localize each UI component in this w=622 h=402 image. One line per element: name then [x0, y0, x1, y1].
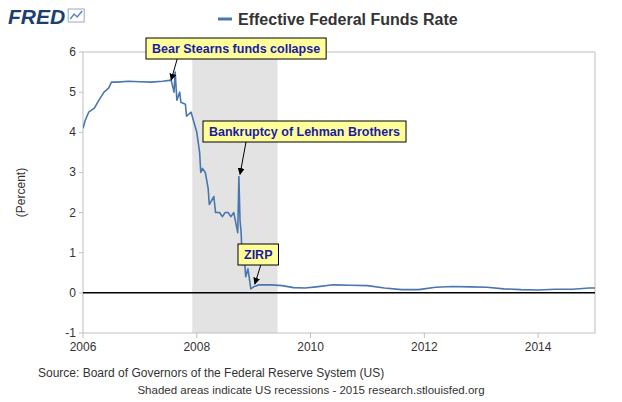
x-tick-label: 2010 — [297, 340, 324, 354]
y-tick — [79, 92, 83, 93]
y-tick-label: 5 — [69, 85, 76, 99]
y-tick-label: 4 — [69, 125, 76, 139]
y-tick — [79, 333, 83, 334]
plot-background — [83, 52, 595, 333]
recession-shade — [192, 52, 277, 333]
x-tick-label: 2014 — [525, 340, 552, 354]
y-axis-label: (Percent) — [14, 168, 28, 217]
series-line — [83, 72, 595, 290]
annotation-text: Bankruptcy of Lehman Brothers — [209, 125, 400, 139]
x-tick — [538, 333, 539, 338]
logo-icon-frame — [68, 9, 84, 22]
logo-icon-line — [70, 11, 82, 19]
x-tick — [83, 333, 84, 338]
title: Effective Federal Funds Rate — [238, 11, 458, 28]
y-tick — [79, 292, 83, 293]
chart: FRED Effective Federal Funds Rate -1 0 1 2 3 4 5… — [0, 0, 622, 402]
plot-frame — [83, 52, 595, 333]
logo-icon — [68, 9, 84, 22]
x-tick — [310, 333, 311, 338]
annotation-text: ZIRP — [244, 248, 272, 262]
annotation-arrow — [240, 142, 246, 174]
logo: FRED — [8, 5, 65, 28]
x-tick-label: 2012 — [411, 340, 438, 354]
reference-line — [83, 292, 595, 294]
y-tick — [79, 132, 83, 133]
y-tick-label: 3 — [69, 165, 76, 179]
annotation-box — [238, 244, 278, 265]
annotation-arrow — [171, 59, 177, 80]
y-tick — [79, 212, 83, 213]
y-tick — [79, 252, 83, 253]
annotation: Bear Stearns funds collapse — [146, 38, 326, 80]
legend-swatch — [218, 18, 232, 21]
x-tick-label: 2008 — [183, 340, 210, 354]
annotation-text: Bear Stearns funds collapse — [152, 42, 320, 56]
plot-data — [83, 72, 595, 293]
annotation-arrow — [255, 265, 261, 284]
y-tick-label: 0 — [69, 286, 76, 300]
y-tick-label: 2 — [69, 206, 76, 220]
annotation: ZIRP — [238, 244, 278, 284]
source: Source: Board of Governors of the Federa… — [38, 366, 384, 380]
annotation-box — [203, 121, 406, 142]
y-tick-label: 6 — [69, 45, 76, 59]
y-tick-label: -1 — [65, 326, 76, 340]
x-tick — [424, 333, 425, 338]
y-tick — [79, 52, 83, 53]
x-tick-label: 2006 — [70, 340, 97, 354]
annotation: Bankruptcy of Lehman Brothers — [203, 121, 406, 174]
y-tick-label: 1 — [69, 246, 76, 260]
y-tick — [79, 172, 83, 173]
x-tick — [196, 333, 197, 338]
annotation-box — [146, 38, 326, 59]
note: Shaded areas indicate US recessions - 20… — [137, 384, 484, 396]
